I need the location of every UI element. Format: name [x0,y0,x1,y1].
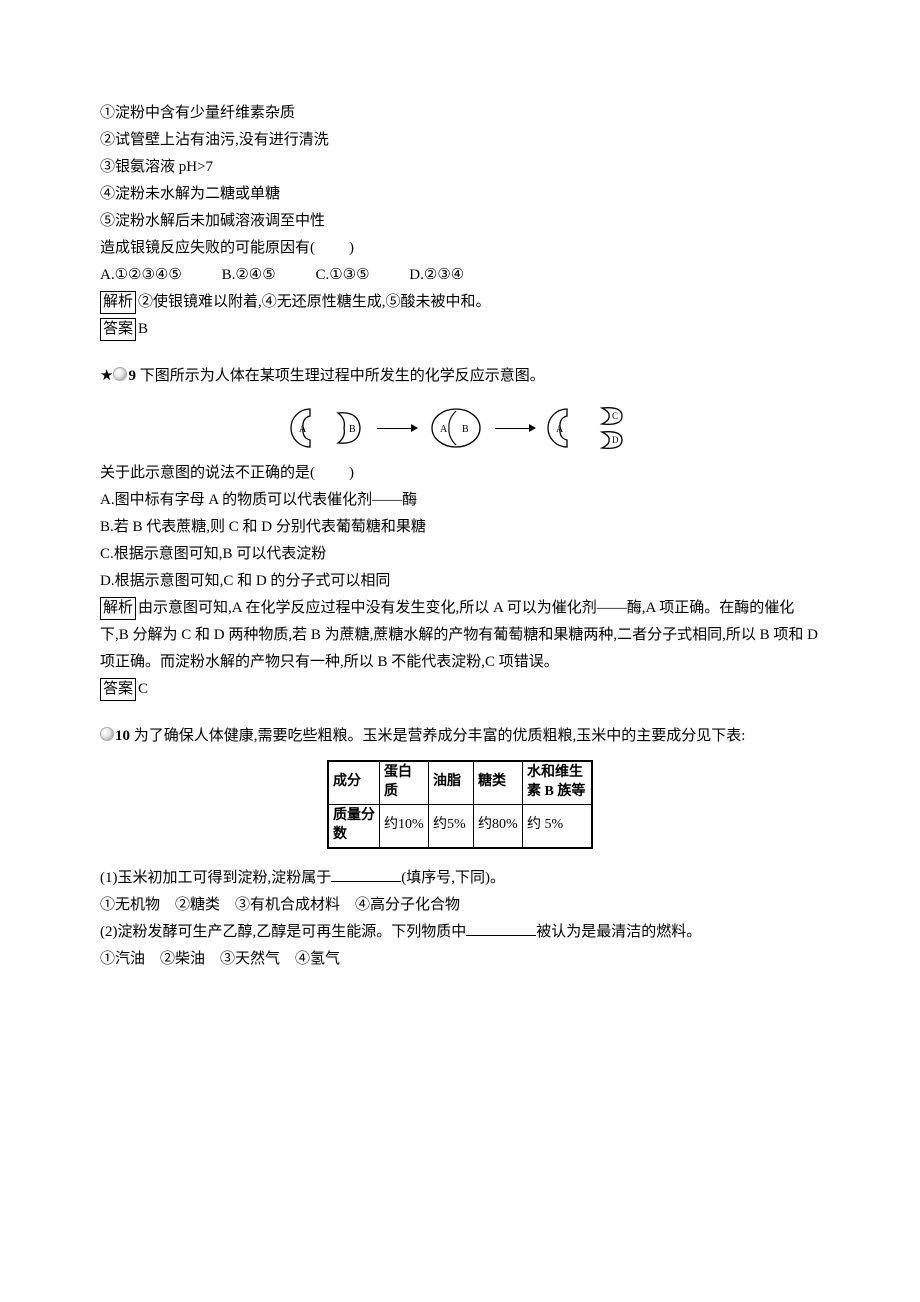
q8-prompt: 造成银镜反应失败的可能原因有( ) [100,235,820,262]
q9-text: 下图所示为人体在某项生理过程中所发生的化学反应示意图。 [140,368,545,384]
q10-sub2-options: ①汽油 ②柴油 ③天然气 ④氢气 [100,946,820,973]
answer-label: 答案 [100,318,136,341]
q10-sub2-suffix: 被认为是最清洁的燃料。 [536,924,701,940]
analysis-label: 解析 [100,291,136,314]
q8-option-b: B.②④⑤ [222,262,276,289]
q10-sub2-prefix: (2)淀粉发酵可生产乙醇,乙醇是可再生能源。下列物质中 [100,924,466,940]
q10-text: 为了确保人体健康,需要吃些粗粮。玉米是营养成分丰富的优质粗粮,玉米中的主要成分见… [134,728,746,744]
q9-answer-row: 答案C [100,676,820,703]
q9-analysis-row: 解析由示意图可知,A 在化学反应过程中没有发生变化,所以 A 可以为催化剂——酶… [100,595,820,676]
table-cell: 约5% [429,804,474,847]
q9-diagram: A B A B A C [100,404,820,452]
composition-table: 成分 蛋白质 油脂 糖类 水和维生素 B 族等 质量分数 约10% 约5% 约8… [327,760,593,849]
q9-heading: ★ 9 下图所示为人体在某项生理过程中所发生的化学反应示意图。 [100,363,820,390]
q8-stem-4: ④淀粉未水解为二糖或单糖 [100,181,820,208]
q10-number: 10 [115,728,130,744]
enzyme-complex-ab: A B [427,405,485,451]
table-header-cell: 水和维生素 B 族等 [523,761,593,804]
enzyme-a-plus-cd: A C D [545,404,633,452]
diagram-label-a3: A [556,424,564,435]
diagram-label-c: C [612,411,618,421]
shape-a-icon: A [288,405,332,451]
question-9: ★ 9 下图所示为人体在某项生理过程中所发生的化学反应示意图。 A B A B [100,363,820,703]
q10-sub2: (2)淀粉发酵可生产乙醇,乙醇是可再生能源。下列物质中 被认为是最清洁的燃料。 [100,919,820,946]
q10-sub1-prefix: (1)玉米初加工可得到淀粉,淀粉属于 [100,870,331,886]
q8-analysis-text: ②使银镜难以附着,④无还原性糖生成,⑤酸未被中和。 [138,294,491,310]
shape-b-icon: B [332,405,368,451]
q8-option-c: C.①③⑤ [315,262,369,289]
table-cell: 约 5% [523,804,593,847]
q8-answer-text: B [138,321,148,337]
arrow-icon [495,405,535,451]
q8-analysis-row: 解析②使银镜难以附着,④无还原性糖生成,⑤酸未被中和。 [100,289,820,316]
bullet-icon [113,367,127,381]
q8-stem-2: ②试管壁上沾有油污,没有进行清洗 [100,127,820,154]
bullet-icon [100,727,114,741]
q8-options: A.①②③④⑤ B.②④⑤ C.①③⑤ D.②③④ [100,262,820,289]
q9-answer-text: C [138,681,148,697]
q9-number: 9 [128,368,136,384]
q9-prompt: 关于此示意图的说法不正确的是( ) [100,460,820,487]
table-header-cell: 油脂 [429,761,474,804]
q8-stem-3: ③银氨溶液 pH>7 [100,154,820,181]
question-10: 10 为了确保人体健康,需要吃些粗粮。玉米是营养成分丰富的优质粗粮,玉米中的主要… [100,723,820,973]
enzyme-separate-a-b: A B [288,405,368,451]
diagram-label-b2: B [462,424,469,435]
arrow-icon [377,405,417,451]
q10-sub1-suffix: (填序号,下同)。 [401,870,505,886]
q9-option-b: B.若 B 代表蔗糖,则 C 和 D 分别代表葡萄糖和果糖 [100,514,820,541]
q8-prompt-suffix: ) [349,240,354,256]
star-icon: ★ [100,368,113,384]
table-row: 质量分数 约10% 约5% 约80% 约 5% [328,804,592,847]
q10-sub1-options: ①无机物 ②糖类 ③有机合成材料 ④高分子化合物 [100,892,820,919]
blank-field [331,881,401,882]
answer-label: 答案 [100,678,136,701]
blank-field [466,935,536,936]
diagram-label-b1: B [349,424,356,435]
table-cell: 约80% [474,804,523,847]
table-header-cell: 蛋白质 [380,761,429,804]
q9-option-c: C.根据示意图可知,B 可以代表淀粉 [100,541,820,568]
analysis-label: 解析 [100,597,136,620]
q8-stem-5: ⑤淀粉水解后未加碱溶液调至中性 [100,208,820,235]
table-header-row: 成分 蛋白质 油脂 糖类 水和维生素 B 族等 [328,761,592,804]
q9-prompt-suffix: ) [349,465,354,481]
q8-stem-1: ①淀粉中含有少量纤维素杂质 [100,100,820,127]
diagram-label-a2: A [440,424,448,435]
q8-option-d: D.②③④ [409,262,464,289]
question-8-fragment: ①淀粉中含有少量纤维素杂质 ②试管壁上沾有油污,没有进行清洗 ③银氨溶液 pH>… [100,100,820,343]
shape-ab-icon: A B [427,405,485,451]
q8-option-a: A.①②③④⑤ [100,262,182,289]
q9-option-d: D.根据示意图可知,C 和 D 的分子式可以相同 [100,568,820,595]
q9-prompt-prefix: 关于此示意图的说法不正确的是( [100,465,315,481]
table-cell: 约10% [380,804,429,847]
diagram-label-d: D [612,435,619,445]
q9-analysis-text: 由示意图可知,A 在化学反应过程中没有发生变化,所以 A 可以为催化剂——酶,A… [100,600,818,670]
shape-cd-icon: C D [596,404,632,452]
q10-sub1: (1)玉米初加工可得到淀粉,淀粉属于 (填序号,下同)。 [100,865,820,892]
q10-heading: 10 为了确保人体健康,需要吃些粗粮。玉米是营养成分丰富的优质粗粮,玉米中的主要… [100,723,820,750]
q8-prompt-prefix: 造成银镜反应失败的可能原因有( [100,240,315,256]
q9-option-a: A.图中标有字母 A 的物质可以代表催化剂——酶 [100,487,820,514]
table-header-cell: 成分 [328,761,380,804]
shape-a-icon: A [545,405,589,451]
table-header-cell: 糖类 [474,761,523,804]
table-row-label: 质量分数 [328,804,380,847]
q8-answer-row: 答案B [100,316,820,343]
diagram-label-a: A [299,424,307,435]
